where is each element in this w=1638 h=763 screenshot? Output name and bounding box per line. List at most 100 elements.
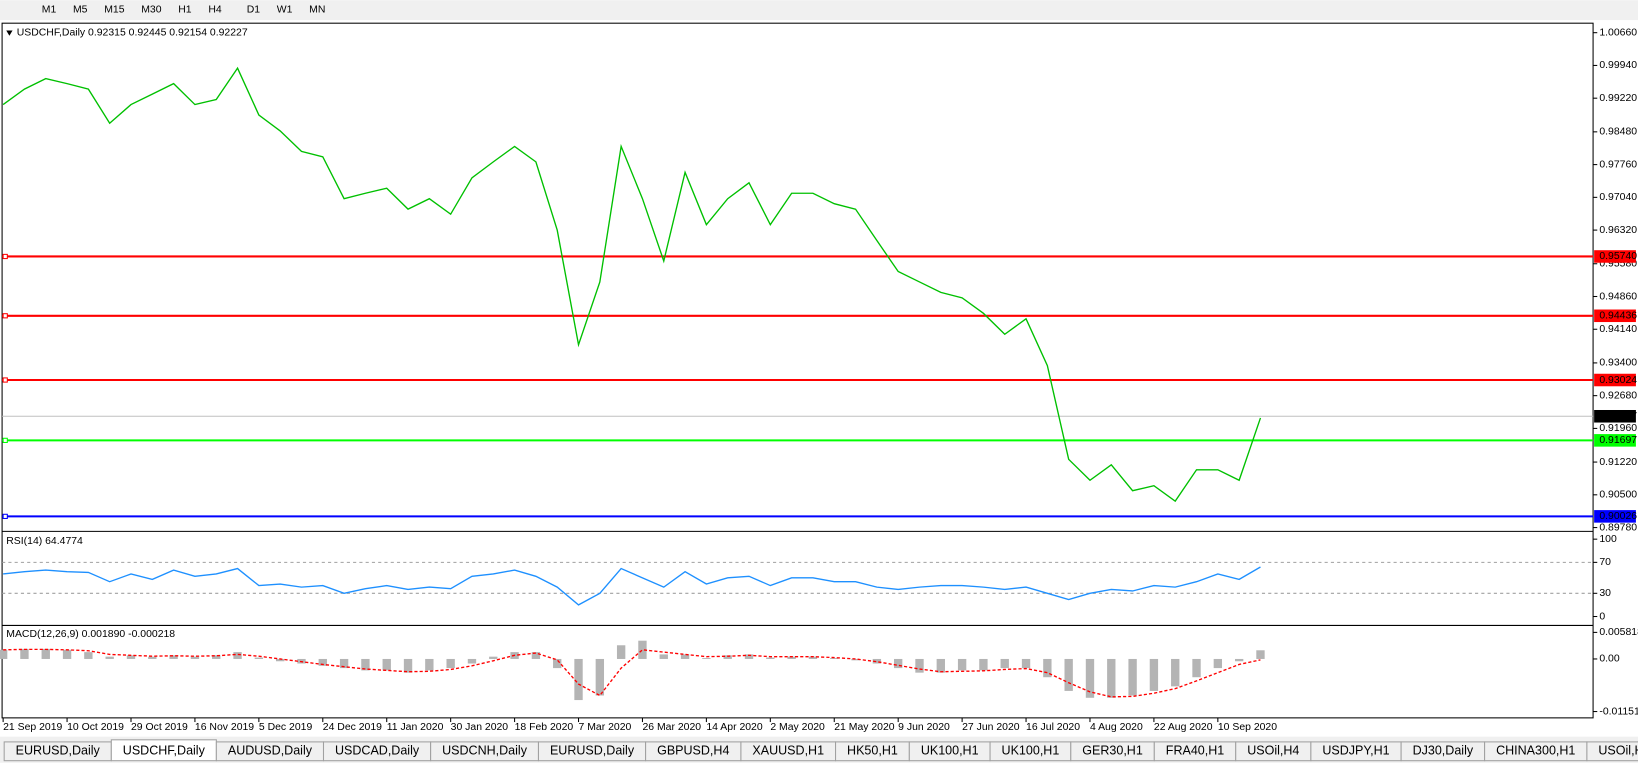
last-price-label: 0.92227 <box>1599 411 1637 422</box>
y-tick-label: 0.99940 <box>1599 60 1637 71</box>
timeframe-button[interactable]: MN <box>309 4 325 15</box>
tab-label[interactable]: GER30,H1 <box>1082 744 1143 758</box>
y-tick-label: 30 <box>1599 588 1611 599</box>
histogram-bar <box>957 658 967 671</box>
tab[interactable]: XAUUSD,H1 <box>740 741 837 762</box>
timeframe-button[interactable]: W1 <box>277 4 293 15</box>
tab-label[interactable]: USOil,H1 <box>1598 744 1638 758</box>
tab[interactable]: EURUSD,Daily <box>3 741 112 762</box>
y-tick-label: 0.94860 <box>1599 291 1637 302</box>
tab-label[interactable]: GBPUSD,H4 <box>657 744 729 758</box>
tab[interactable]: GER30,H1 <box>1070 741 1155 762</box>
level-handle[interactable] <box>2 377 8 383</box>
tab-label[interactable]: UK100,H1 <box>921 744 979 758</box>
histogram-bar <box>680 654 690 659</box>
histogram-bar <box>20 648 29 659</box>
histogram-bar <box>915 658 924 673</box>
tab[interactable]: UK100,H1 <box>989 741 1072 762</box>
tab-label[interactable]: USDCNH,Daily <box>442 744 528 758</box>
histogram-bar <box>702 658 711 659</box>
tab-label[interactable]: USOil,H4 <box>1247 744 1299 758</box>
histogram-bar <box>169 655 178 659</box>
tab-label[interactable]: USDJPY,H1 <box>1322 744 1389 758</box>
y-tick-label: 0.97760 <box>1599 159 1637 170</box>
tab[interactable]: DJ30,Daily <box>1400 741 1486 762</box>
histogram-bar <box>126 655 136 659</box>
tab-label[interactable]: EURUSD,Daily <box>16 744 101 758</box>
y-tick-label: 0.97040 <box>1599 192 1637 203</box>
level-handle[interactable] <box>2 437 8 443</box>
histogram-bar <box>1085 658 1095 698</box>
timeframe-button[interactable]: M1 <box>42 4 57 15</box>
histogram-bar <box>41 648 50 659</box>
tab-label[interactable]: UK100,H1 <box>1002 744 1060 758</box>
histogram-bar <box>1021 658 1031 669</box>
x-tick-label: 10 Oct 2019 <box>67 722 124 733</box>
histogram-bar <box>1171 658 1180 687</box>
histogram-bar <box>616 645 626 659</box>
level-handle[interactable] <box>2 513 8 519</box>
tab-label[interactable]: XAUUSD,H1 <box>752 744 824 758</box>
timeframe-button[interactable]: H4 <box>208 4 222 15</box>
y-tick-label: 0.90500 <box>1599 490 1637 501</box>
tab-label[interactable]: AUDUSD,Daily <box>228 744 313 758</box>
tab[interactable]: USOil,H4 <box>1235 741 1312 762</box>
histogram-bar <box>574 658 583 701</box>
tab[interactable]: EURUSD,Daily <box>537 741 647 762</box>
histogram-bar <box>233 652 242 659</box>
tab-label[interactable]: EURUSD,Daily <box>550 744 635 758</box>
tab-label[interactable]: CHINA300,H1 <box>1496 744 1575 758</box>
level-label: 0.90026 <box>1599 511 1637 522</box>
tab-label[interactable]: DJ30,Daily <box>1413 744 1474 758</box>
level-handle[interactable] <box>2 313 8 319</box>
level-label: 0.93024 <box>1599 375 1637 386</box>
x-tick-label: 21 May 2020 <box>834 722 895 733</box>
tab[interactable]: USDCAD,Daily <box>322 741 432 762</box>
y-tick-label: 0.92680 <box>1599 390 1637 401</box>
histogram-bar <box>361 658 370 671</box>
level-handle[interactable] <box>2 253 8 260</box>
histogram-bar <box>1256 650 1265 659</box>
tab-label[interactable]: USDCAD,Daily <box>335 744 420 758</box>
histogram-bar <box>1128 658 1137 696</box>
histogram-bar <box>275 658 285 662</box>
histogram-bar <box>148 656 157 659</box>
x-tick-label: 26 Mar 2020 <box>642 722 701 733</box>
timeframe-button[interactable]: M5 <box>73 4 88 15</box>
x-tick-label: 4 Aug 2020 <box>1090 722 1143 733</box>
histogram-bar <box>1043 658 1052 678</box>
tab[interactable]: USDCHF,Daily <box>110 739 217 762</box>
histogram-bar <box>979 658 988 671</box>
tab[interactable]: USDCNH,Daily <box>430 741 539 762</box>
tab-label[interactable]: FRA40,H1 <box>1166 744 1224 758</box>
tab[interactable]: USOil,H1 <box>1586 741 1638 762</box>
histogram-bar <box>1000 658 1009 669</box>
level-label: 0.95740 <box>1599 251 1637 262</box>
chart-title: USDCHF,Daily 0.92315 0.92445 0.92154 0.9… <box>17 27 248 38</box>
macd-title: MACD(12,26,9) 0.001890 -0.000218 <box>6 629 175 640</box>
tab[interactable]: UK100,H1 <box>908 741 991 762</box>
timeframe-button[interactable]: M15 <box>104 4 124 15</box>
tab[interactable]: FRA40,H1 <box>1153 741 1237 762</box>
tab[interactable]: USDJPY,H1 <box>1310 741 1402 762</box>
signal-line <box>3 648 1261 698</box>
histogram-bar <box>744 654 754 659</box>
tab[interactable]: HK50,H1 <box>835 741 910 762</box>
timeframe-button[interactable]: M30 <box>141 4 161 15</box>
x-tick-label: 21 Sep 2019 <box>3 722 62 733</box>
tab[interactable]: GBPUSD,H4 <box>645 741 742 762</box>
x-tick-label: 5 Dec 2019 <box>259 722 313 733</box>
timeframe-button[interactable]: H1 <box>178 4 192 15</box>
x-tick-label: 7 Mar 2020 <box>579 722 632 733</box>
menu-arrow[interactable] <box>6 30 13 36</box>
tab[interactable]: CHINA300,H1 <box>1484 741 1588 762</box>
tab-label[interactable]: HK50,H1 <box>847 744 898 758</box>
tab[interactable]: AUDUSD,Daily <box>215 741 325 762</box>
x-tick-label: 18 Feb 2020 <box>515 722 574 733</box>
tab-label[interactable]: USDCHF,Daily <box>123 744 206 758</box>
timeframe-button[interactable]: D1 <box>247 4 261 15</box>
histogram-bar <box>766 657 775 659</box>
histogram-bar <box>382 658 391 671</box>
histogram-bar <box>425 658 434 671</box>
